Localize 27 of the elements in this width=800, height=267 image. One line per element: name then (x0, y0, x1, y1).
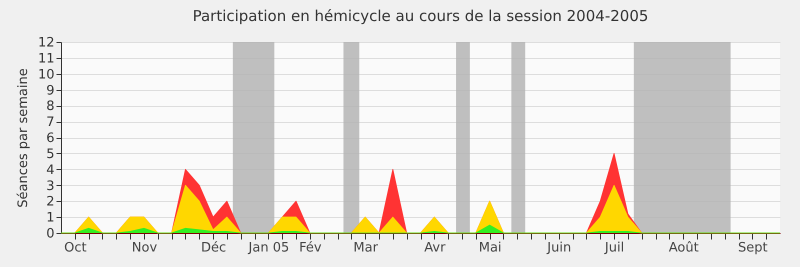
x-tick-label: Août (668, 240, 699, 256)
y-tick-label: 4 (46, 162, 54, 178)
x-tick-label: Avr (424, 240, 446, 256)
x-tick-label: Sept (738, 240, 768, 256)
y-tick-label: 10 (38, 67, 54, 82)
y-tick-label: 12 (38, 36, 54, 50)
x-tick-label: Fév (299, 240, 322, 256)
y-tick-label: 9 (46, 83, 54, 98)
y-tick-label: 1 (46, 210, 54, 226)
chart-title: Participation en hémicycle au cours de la session 2004-2005 (192, 7, 648, 25)
y-tick-label: 5 (46, 146, 54, 162)
y-tick-label: 7 (46, 115, 54, 130)
y-tick-label: 8 (46, 99, 54, 114)
y-tick-label: 3 (46, 178, 54, 194)
x-tick-label: Mai (478, 240, 502, 256)
y-tick-label: 2 (46, 194, 54, 210)
x-tick-label: Déc (201, 240, 226, 256)
y-tick-label: 6 (46, 131, 54, 146)
x-tick-label: Juin (546, 240, 572, 256)
y-tick-label: 0 (46, 226, 54, 242)
x-tick-label: Juil (604, 240, 624, 256)
x-tick-label: Mar (353, 240, 379, 256)
x-tick-label: Jan 05 (248, 240, 290, 256)
y-tick-label: 11 (38, 51, 54, 66)
y-axis-title: Séances par semaine (16, 68, 31, 208)
x-tick-label: Oct (64, 240, 87, 256)
x-tick-label: Nov (132, 240, 158, 256)
